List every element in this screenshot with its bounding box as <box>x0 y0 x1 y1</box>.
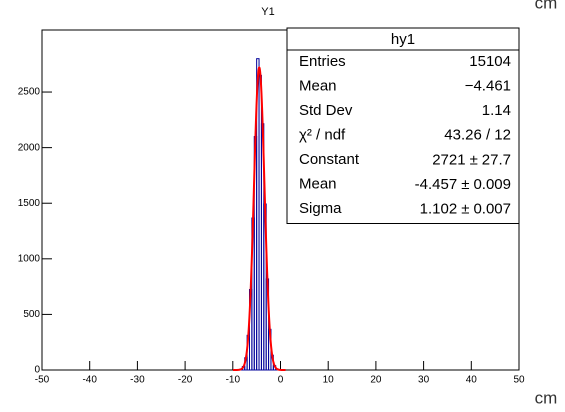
y-tick-label: 1000 <box>18 253 41 264</box>
stats-value: 1.14 <box>482 102 511 119</box>
x-tick-label: -30 <box>130 375 145 386</box>
y-tick-label: 500 <box>23 309 40 320</box>
stats-label: Entries <box>299 53 346 70</box>
corner-label: cm <box>535 0 558 12</box>
stats-title: hy1 <box>391 31 415 48</box>
x-tick-label: 40 <box>466 375 478 386</box>
stats-value: 15104 <box>469 53 511 70</box>
x-tick-label: -40 <box>82 375 97 386</box>
stats-label: χ² / ndf <box>299 127 346 144</box>
stats-label: Mean <box>299 78 337 95</box>
y-tick-label: 1500 <box>18 198 41 209</box>
x-tick-label: 10 <box>323 375 335 386</box>
fit-pm: ± <box>470 151 478 168</box>
stats-label: Sigma <box>299 200 342 217</box>
x-tick-label: 0 <box>278 375 284 386</box>
stats-label: Std Dev <box>299 102 353 119</box>
stats-value: 43.26 / 12 <box>444 127 511 144</box>
chart-title: Y1 <box>261 6 274 18</box>
stats-fit-value: 1.102 ±0.007 <box>420 200 511 217</box>
x-tick-label: 30 <box>418 375 430 386</box>
y-tick-label: 2500 <box>18 87 41 98</box>
fit-error: 0.009 <box>473 176 511 193</box>
fit-error: 27.7 <box>482 151 511 168</box>
y-tick-label: 2000 <box>18 142 41 153</box>
stats-fit-value: 2721 ±27.7 <box>432 151 511 168</box>
x-tick-label: 50 <box>513 375 525 386</box>
stats-label: Constant <box>299 151 360 168</box>
fit-value: -4.457 <box>415 176 458 193</box>
x-tick-label: -50 <box>35 375 50 386</box>
fit-curve <box>232 66 286 371</box>
stats-fit-value: -4.457 ±0.009 <box>415 176 511 193</box>
fit-pm: ± <box>461 176 469 193</box>
stats-label: Mean <box>299 176 337 193</box>
x-axis-label: cm <box>535 388 558 407</box>
x-tick-label: -10 <box>226 375 241 386</box>
stats-box <box>286 27 520 224</box>
fit-error: 0.007 <box>473 200 511 217</box>
x-tick-label: -20 <box>178 375 193 386</box>
fit-pm: ± <box>461 200 469 217</box>
fit-value: 1.102 <box>420 200 458 217</box>
y-tick-label: 0 <box>34 365 40 376</box>
fit-value: 2721 <box>432 151 465 168</box>
stats-value: −4.461 <box>465 78 511 95</box>
x-tick-label: 20 <box>370 375 382 386</box>
